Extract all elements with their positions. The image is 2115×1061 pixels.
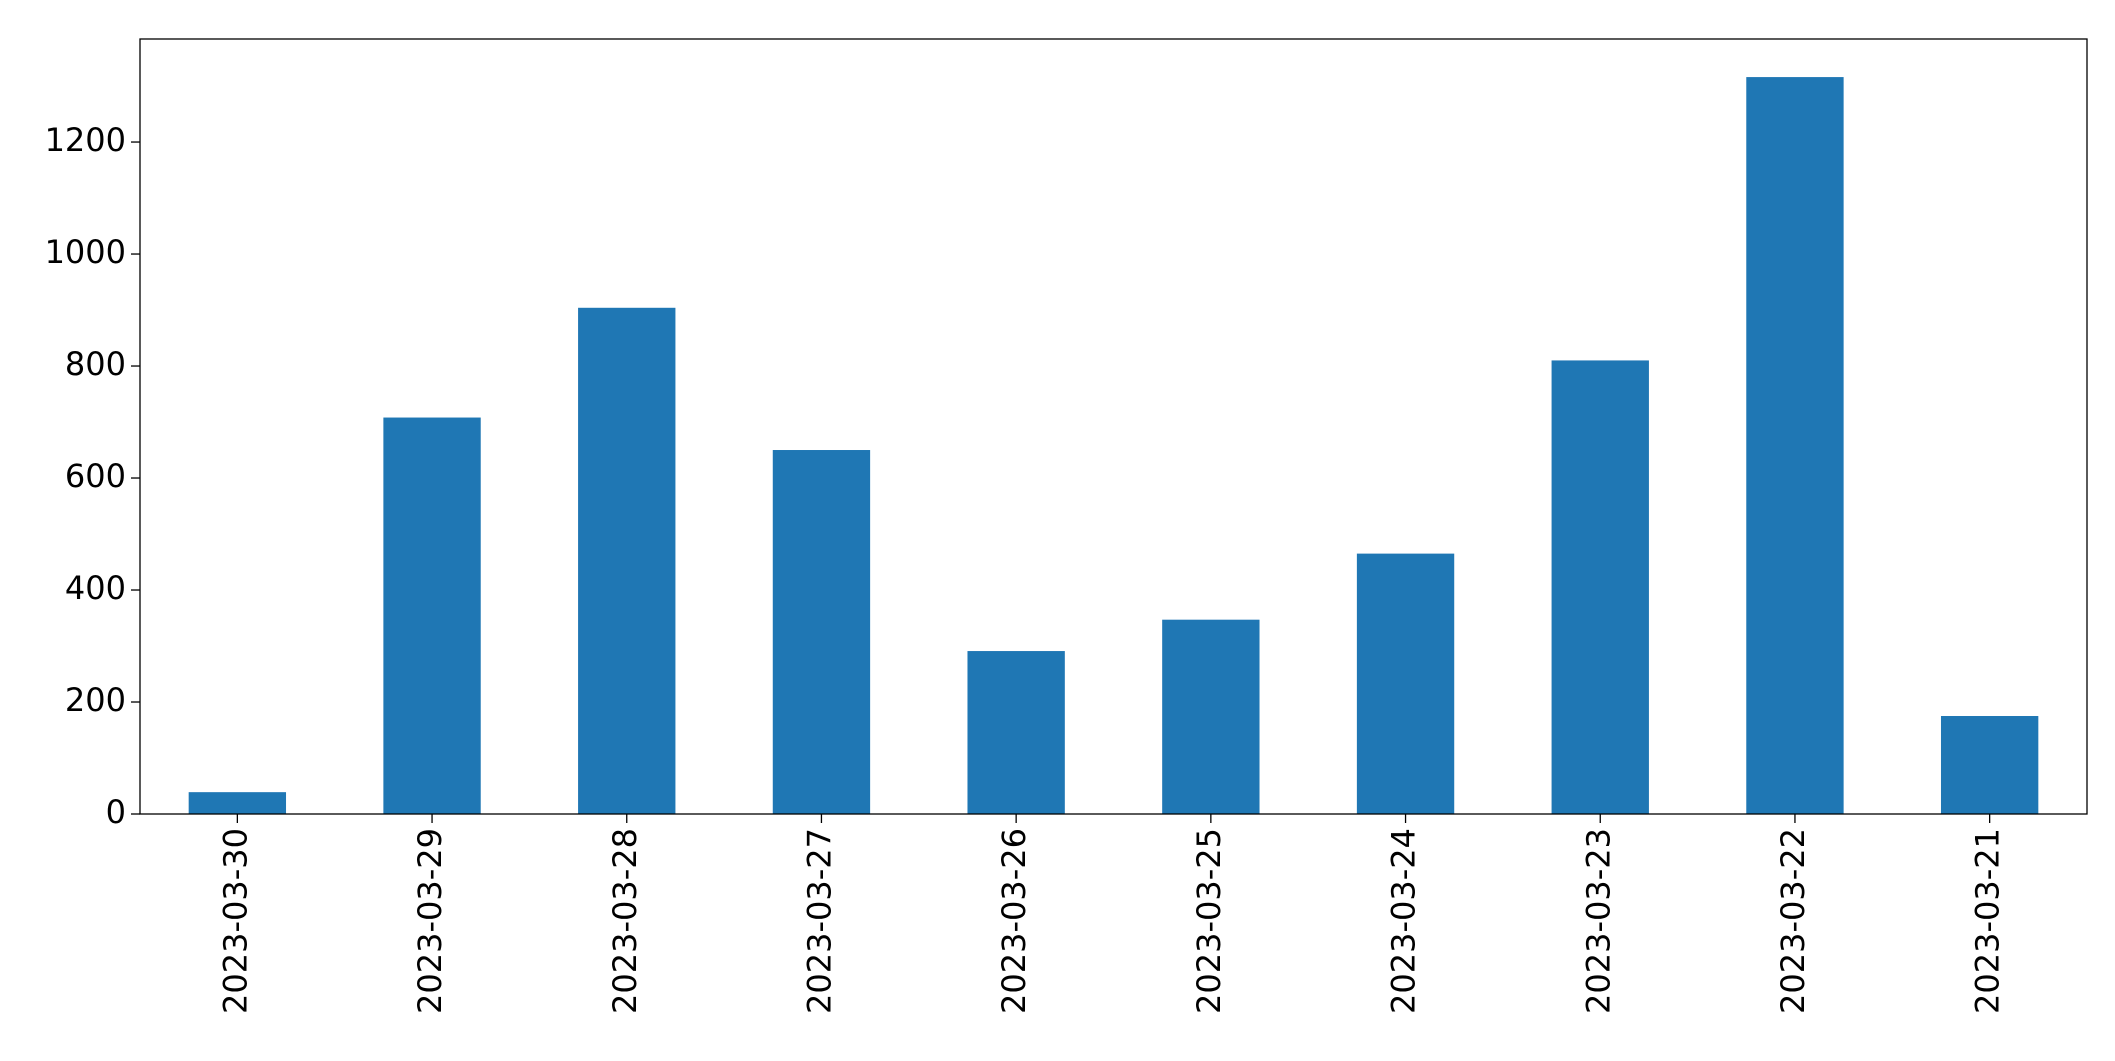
x-tick-label: 2023-03-24 — [1385, 828, 1423, 1014]
bar — [1356, 553, 1455, 814]
x-tick-label: 2023-03-28 — [606, 828, 644, 1014]
x-tick-label: 2023-03-29 — [411, 828, 449, 1014]
bar — [1551, 360, 1649, 814]
x-tick-label: 2023-03-21 — [1969, 828, 2007, 1014]
x-tick-label: 2023-03-27 — [800, 828, 838, 1014]
bar — [383, 417, 481, 814]
bar — [1162, 619, 1260, 814]
y-tick-label: 600 — [65, 457, 126, 495]
y-tick-label: 1000 — [45, 233, 126, 271]
x-tick-label: 2023-03-25 — [1190, 828, 1228, 1014]
bar — [772, 450, 871, 814]
y-tick-label: 400 — [65, 569, 126, 607]
y-tick-label: 1200 — [45, 121, 126, 159]
x-tick-label: 2023-03-30 — [216, 828, 254, 1014]
y-tick-label: 0 — [106, 793, 126, 831]
x-tick-label: 2023-03-26 — [995, 828, 1033, 1014]
x-tick-label: 2023-03-22 — [1774, 828, 1812, 1014]
bar — [1940, 716, 2039, 814]
bar — [967, 651, 1065, 814]
y-tick-label: 200 — [65, 681, 126, 719]
bar — [188, 792, 287, 814]
x-tick-label: 2023-03-23 — [1579, 828, 1617, 1014]
bar — [1746, 77, 1844, 815]
bar — [578, 307, 676, 814]
axes-frame — [139, 38, 2088, 815]
y-tick-label: 800 — [65, 345, 126, 383]
